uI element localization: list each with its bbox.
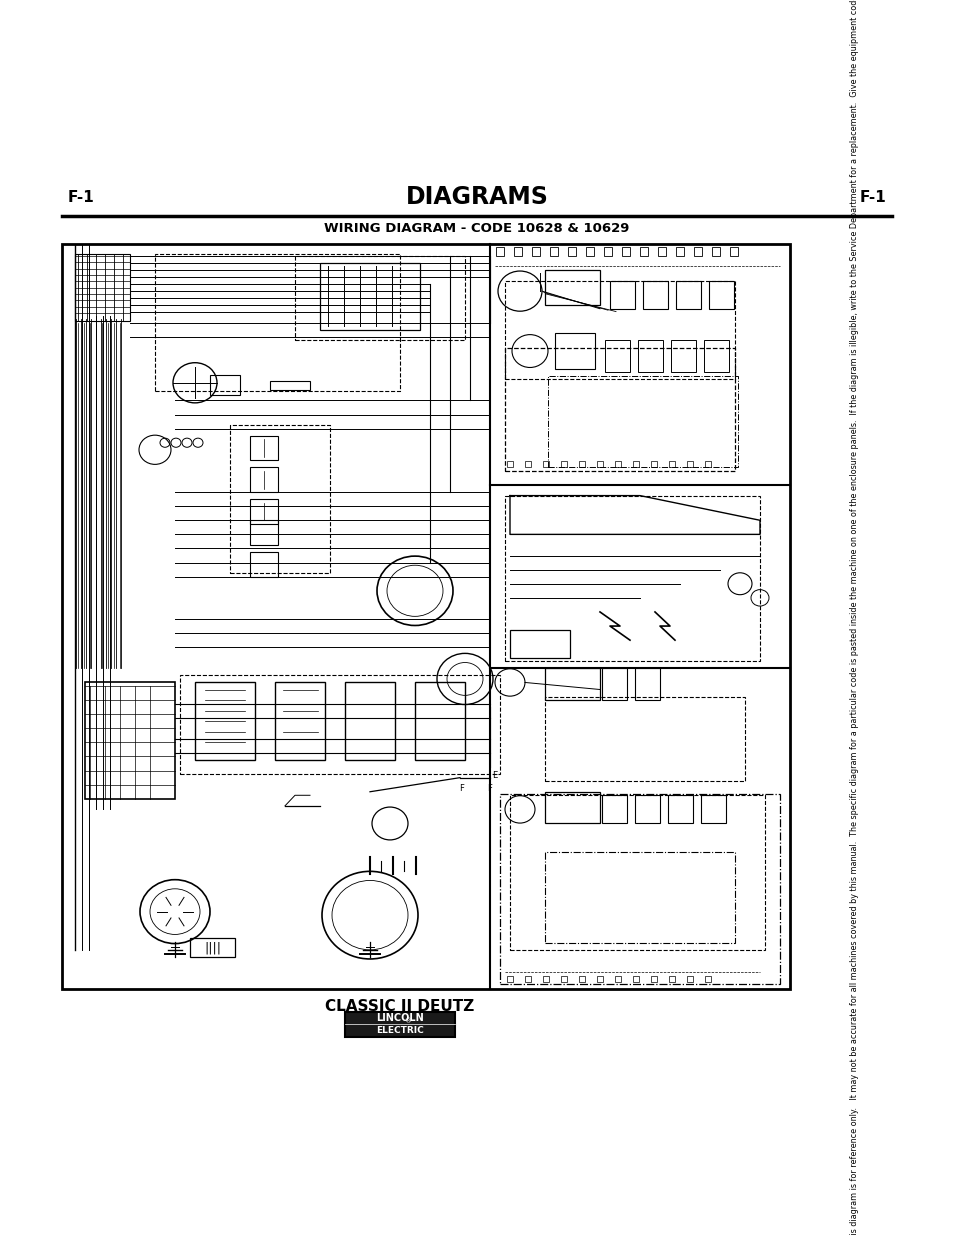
Bar: [635, 795, 659, 824]
Bar: [642, 280, 667, 309]
Bar: [514, 247, 521, 256]
Bar: [676, 280, 700, 309]
Bar: [694, 247, 701, 256]
Bar: [250, 467, 277, 492]
Bar: [250, 436, 277, 461]
Bar: [544, 792, 599, 824]
Bar: [210, 375, 240, 395]
Bar: [544, 668, 599, 700]
Bar: [532, 247, 539, 256]
Bar: [578, 976, 584, 982]
Bar: [568, 247, 576, 256]
Bar: [194, 683, 254, 760]
Bar: [615, 976, 620, 982]
Bar: [555, 333, 595, 369]
Bar: [686, 461, 692, 467]
Bar: [621, 247, 629, 256]
Bar: [250, 499, 277, 524]
Bar: [729, 247, 737, 256]
Bar: [345, 683, 395, 760]
Bar: [415, 683, 464, 760]
Bar: [504, 347, 734, 471]
Bar: [542, 461, 548, 467]
Bar: [154, 253, 399, 391]
Bar: [270, 382, 310, 390]
Bar: [504, 495, 760, 661]
Bar: [704, 976, 710, 982]
Bar: [560, 976, 566, 982]
Bar: [667, 795, 692, 824]
Bar: [542, 976, 548, 982]
Bar: [638, 341, 662, 372]
Text: CLASSIC II DEUTZ: CLASSIC II DEUTZ: [325, 999, 475, 1014]
Bar: [686, 976, 692, 982]
Bar: [651, 461, 657, 467]
Bar: [190, 937, 234, 957]
Bar: [507, 976, 513, 982]
Bar: [499, 794, 780, 984]
Bar: [635, 668, 659, 700]
Bar: [597, 461, 602, 467]
Text: ELECTRIC: ELECTRIC: [375, 1026, 423, 1035]
Bar: [601, 668, 626, 700]
Bar: [544, 270, 599, 305]
Bar: [639, 247, 647, 256]
Bar: [585, 247, 593, 256]
Bar: [704, 461, 710, 467]
Bar: [668, 976, 674, 982]
Text: F-1: F-1: [68, 190, 94, 205]
Text: DIAGRAMS: DIAGRAMS: [405, 185, 548, 210]
Bar: [703, 341, 728, 372]
Bar: [510, 795, 764, 951]
Bar: [507, 461, 513, 467]
Bar: [603, 247, 611, 256]
Bar: [510, 630, 569, 658]
Bar: [708, 280, 733, 309]
Text: E: E: [492, 771, 497, 781]
Bar: [547, 375, 738, 467]
Bar: [651, 976, 657, 982]
Bar: [524, 976, 530, 982]
Bar: [250, 520, 277, 545]
Bar: [496, 247, 503, 256]
Bar: [601, 795, 626, 824]
Bar: [180, 676, 499, 774]
Bar: [615, 461, 620, 467]
Bar: [345, 1013, 455, 1037]
Bar: [544, 697, 744, 782]
Text: ||||: ||||: [204, 941, 221, 955]
Bar: [700, 795, 725, 824]
Bar: [294, 256, 464, 341]
Bar: [75, 253, 130, 321]
Text: ®: ®: [404, 1019, 412, 1024]
Bar: [319, 263, 419, 330]
Text: WIRING DIAGRAM - CODE 10628 & 10629: WIRING DIAGRAM - CODE 10628 & 10629: [324, 222, 629, 235]
Bar: [524, 461, 530, 467]
Bar: [658, 247, 665, 256]
Bar: [560, 461, 566, 467]
Text: F: F: [459, 784, 464, 793]
Text: F-1: F-1: [859, 190, 885, 205]
Bar: [544, 852, 734, 944]
Text: F: F: [487, 784, 492, 793]
Bar: [670, 341, 696, 372]
Bar: [633, 461, 639, 467]
Bar: [274, 683, 325, 760]
Bar: [230, 425, 330, 573]
Bar: [504, 280, 734, 379]
Bar: [712, 247, 720, 256]
Bar: [85, 683, 174, 799]
Text: LINCOLN: LINCOLN: [375, 1013, 423, 1024]
Bar: [597, 976, 602, 982]
Text: NOTE:  This diagram is for reference only.   It may not be accurate for all mach: NOTE: This diagram is for reference only…: [850, 0, 859, 1235]
Bar: [609, 280, 635, 309]
Bar: [578, 461, 584, 467]
Bar: [550, 247, 558, 256]
Bar: [676, 247, 683, 256]
Bar: [633, 976, 639, 982]
Bar: [604, 341, 629, 372]
Bar: [668, 461, 674, 467]
Bar: [250, 552, 277, 577]
Bar: [62, 243, 789, 989]
